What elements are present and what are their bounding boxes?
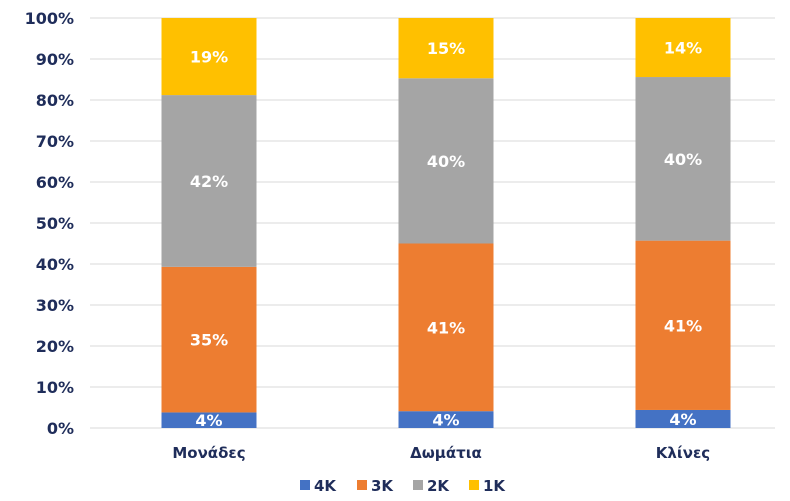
- data-label: 4%: [432, 411, 459, 430]
- bar-segment-3k-3: [635, 240, 731, 410]
- x-tick-label: Κλίνες: [656, 444, 710, 462]
- bar-segment-4k-1: [161, 412, 257, 428]
- y-tick-label: 50%: [36, 214, 74, 233]
- legend-swatch-4k: [300, 480, 310, 490]
- x-tick-label: Μονάδες: [172, 444, 245, 462]
- data-label: 41%: [664, 316, 702, 335]
- legend-label-2k: 2K: [427, 477, 450, 495]
- bar-segment-1k-3: [635, 18, 731, 78]
- data-label: 35%: [190, 331, 228, 350]
- legend-swatch-2k: [413, 480, 423, 490]
- legend-swatch-1k: [469, 480, 479, 490]
- legend-label-1k: 1K: [483, 477, 506, 495]
- data-label: 41%: [427, 318, 465, 337]
- data-label: 40%: [664, 150, 702, 169]
- data-label: 42%: [190, 172, 228, 191]
- data-label: 15%: [427, 39, 465, 58]
- bar-segment-2k-3: [635, 77, 731, 241]
- bar-segment-3k-1: [161, 266, 257, 413]
- bar-segment-4k-2: [398, 411, 494, 428]
- legend-label-3k: 3K: [371, 477, 394, 495]
- bars: [161, 18, 731, 428]
- y-tick-label: 0%: [47, 419, 74, 438]
- y-tick-label: 10%: [36, 378, 74, 397]
- bar-segment-2k-2: [398, 78, 494, 244]
- y-tick-label: 90%: [36, 50, 74, 69]
- data-label: 14%: [664, 39, 702, 58]
- bar-segment-1k-1: [161, 18, 257, 96]
- legend-label-4k: 4K: [314, 477, 337, 495]
- x-tick-label: Δωμάτια: [410, 444, 482, 462]
- y-axis: 0% 10% 20% 30% 40% 50% 60% 70% 80% 90% 100%: [25, 9, 74, 438]
- data-label: 40%: [427, 152, 465, 171]
- bar-segment-4k-3: [635, 409, 731, 428]
- y-tick-label: 30%: [36, 296, 74, 315]
- bar-segment-3k-2: [398, 243, 494, 412]
- y-tick-label: 20%: [36, 337, 74, 356]
- data-label: 4%: [195, 411, 222, 430]
- y-tick-label: 70%: [36, 132, 74, 151]
- data-labels: 4% 35% 42% 19% 4% 41% 40% 15% 4% 41% 40% 14%: [190, 39, 702, 431]
- bar-segment-1k-2: [398, 18, 494, 79]
- x-axis: Μονάδες Δωμάτια Κλίνες: [172, 444, 710, 462]
- y-tick-label: 60%: [36, 173, 74, 192]
- data-label: 19%: [190, 48, 228, 67]
- y-tick-label: 100%: [25, 9, 74, 28]
- y-tick-label: 40%: [36, 255, 74, 274]
- bar-segment-2k-1: [161, 95, 257, 267]
- legend-swatch-3k: [357, 480, 367, 490]
- y-tick-label: 80%: [36, 91, 74, 110]
- data-label: 4%: [669, 410, 696, 429]
- legend: 4K 3K 2K 1K: [300, 477, 506, 495]
